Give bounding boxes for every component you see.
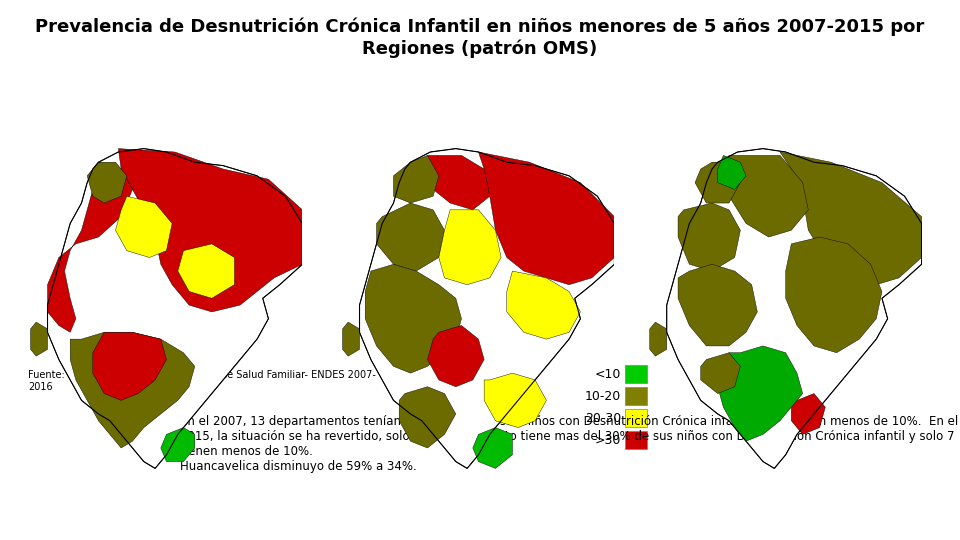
Polygon shape [472, 428, 513, 468]
Polygon shape [421, 156, 490, 210]
Polygon shape [93, 332, 166, 400]
Text: 2015: 2015 [758, 385, 801, 400]
Polygon shape [87, 162, 127, 203]
Text: >30: >30 [594, 434, 621, 447]
Polygon shape [47, 148, 302, 468]
Polygon shape [160, 428, 195, 462]
Text: 20-30: 20-30 [585, 411, 621, 424]
Polygon shape [343, 322, 359, 356]
Bar [625, 387, 647, 405]
Bar [625, 409, 647, 427]
Text: En el 2007, 13 departamentos tenían mas de 30% de sus niños con Desnutrición Cró: En el 2007, 13 departamentos tenían mas … [180, 415, 958, 473]
Polygon shape [399, 387, 456, 448]
Polygon shape [394, 156, 439, 203]
Polygon shape [678, 203, 740, 271]
Text: Prevalencia de Desnutrición Crónica Infantil en niños menores de 5 años 2007-201: Prevalencia de Desnutrición Crónica Infa… [36, 18, 924, 58]
Polygon shape [115, 196, 172, 258]
Polygon shape [678, 264, 757, 346]
Text: 2007: 2007 [137, 385, 180, 400]
Polygon shape [695, 162, 740, 203]
Bar [625, 365, 647, 383]
Text: 2011-12: 2011-12 [439, 385, 508, 400]
Polygon shape [478, 152, 614, 285]
Polygon shape [507, 271, 581, 339]
Polygon shape [178, 244, 234, 298]
Polygon shape [791, 394, 826, 434]
Polygon shape [666, 148, 922, 468]
Text: Fuente: INEI – Encuesta Demográfica y de Salud Familiar- ENDES 2007-
2016: Fuente: INEI – Encuesta Demográfica y de… [28, 370, 376, 392]
Text: 10-20: 10-20 [585, 389, 621, 402]
Polygon shape [718, 156, 808, 237]
Polygon shape [31, 322, 47, 356]
Polygon shape [484, 373, 546, 428]
Polygon shape [118, 148, 302, 312]
Polygon shape [439, 210, 501, 285]
Polygon shape [701, 353, 740, 394]
Polygon shape [376, 203, 444, 271]
Polygon shape [780, 152, 922, 285]
Polygon shape [785, 237, 882, 353]
Polygon shape [650, 322, 666, 356]
Polygon shape [365, 264, 462, 373]
Polygon shape [47, 162, 132, 332]
Polygon shape [70, 332, 195, 448]
Polygon shape [359, 148, 614, 468]
Bar [625, 431, 647, 449]
Polygon shape [718, 156, 746, 190]
Text: <10: <10 [594, 368, 621, 381]
Polygon shape [427, 326, 484, 387]
Polygon shape [718, 346, 803, 441]
